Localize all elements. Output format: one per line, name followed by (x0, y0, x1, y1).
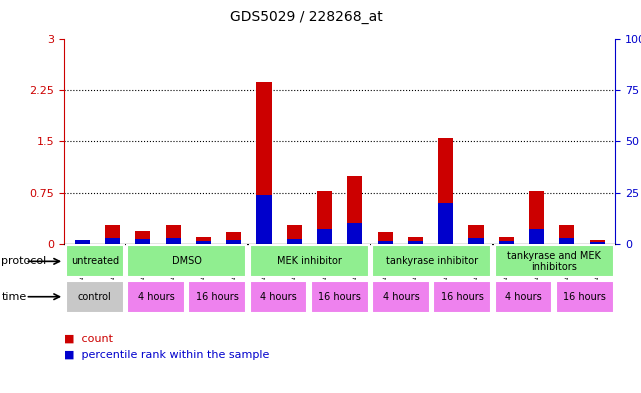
Bar (495, 245, 613, 277)
Bar (529, 191, 544, 244)
Text: GDS5029 / 228268_at: GDS5029 / 228268_at (230, 10, 383, 24)
Text: 4 hours: 4 hours (138, 292, 174, 302)
Bar (127, 281, 185, 313)
Bar (256, 81, 272, 244)
Text: DMSO: DMSO (172, 256, 201, 266)
Bar (196, 237, 211, 244)
Bar (66, 281, 124, 313)
Text: 4 hours: 4 hours (383, 292, 419, 302)
Text: 4 hours: 4 hours (260, 292, 297, 302)
Bar (317, 191, 332, 244)
Bar (256, 195, 272, 244)
Bar (590, 240, 604, 244)
Text: 16 hours: 16 hours (319, 292, 361, 302)
Text: tankyrase inhibitor: tankyrase inhibitor (385, 256, 478, 266)
Bar (75, 240, 90, 244)
Bar (127, 245, 246, 277)
Bar (469, 225, 483, 244)
Bar (226, 240, 241, 244)
Bar (556, 281, 613, 313)
Bar (469, 238, 483, 244)
Bar (438, 138, 453, 244)
Bar (378, 241, 393, 244)
Bar (590, 242, 604, 244)
Bar (560, 225, 574, 244)
Bar (499, 237, 514, 244)
Bar (188, 281, 246, 313)
Text: 16 hours: 16 hours (563, 292, 606, 302)
Text: 16 hours: 16 hours (441, 292, 484, 302)
Bar (408, 241, 423, 244)
Text: untreated: untreated (71, 256, 119, 266)
Bar (372, 281, 429, 313)
Bar (196, 241, 211, 244)
Bar (66, 245, 124, 277)
Bar (135, 239, 151, 244)
Text: MEK inhibitor: MEK inhibitor (277, 256, 342, 266)
Text: 4 hours: 4 hours (505, 292, 542, 302)
Bar (165, 237, 181, 244)
Bar (165, 225, 181, 244)
Text: ■  count: ■ count (64, 334, 113, 344)
Text: tankyrase and MEK
inhibitors: tankyrase and MEK inhibitors (507, 251, 601, 272)
Bar (135, 231, 151, 244)
Bar (75, 240, 90, 244)
Bar (287, 224, 302, 244)
Bar (287, 239, 302, 244)
Bar (433, 281, 491, 313)
Bar (438, 203, 453, 244)
Text: 16 hours: 16 hours (196, 292, 238, 302)
Bar (250, 245, 369, 277)
Text: time: time (1, 292, 26, 302)
Bar (529, 229, 544, 244)
Bar (311, 281, 369, 313)
Bar (408, 237, 423, 244)
Bar (378, 232, 393, 244)
Bar (560, 238, 574, 244)
Bar (372, 245, 491, 277)
Bar (317, 229, 332, 244)
Bar (499, 241, 514, 244)
Bar (105, 224, 120, 244)
Bar (347, 176, 362, 244)
Bar (250, 281, 307, 313)
Bar (226, 232, 241, 244)
Bar (347, 223, 362, 244)
Text: control: control (78, 292, 112, 302)
Text: ■  percentile rank within the sample: ■ percentile rank within the sample (64, 350, 269, 360)
Bar (105, 238, 120, 244)
Text: protocol: protocol (1, 256, 47, 266)
Bar (495, 281, 553, 313)
